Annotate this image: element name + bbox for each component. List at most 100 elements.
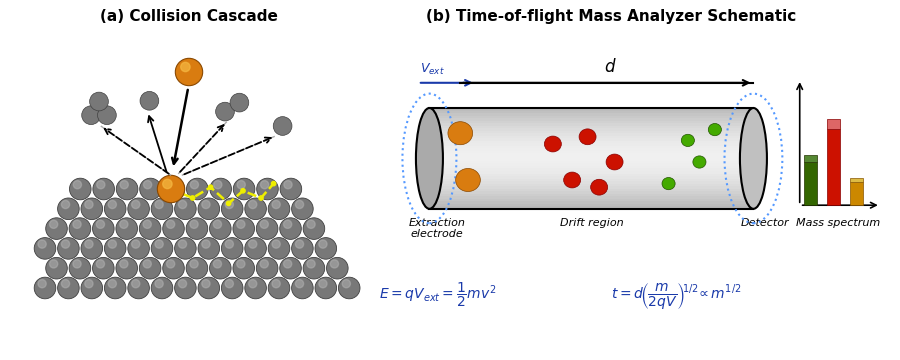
Circle shape bbox=[166, 181, 176, 189]
Bar bbox=[429, 111, 753, 113]
Bar bbox=[429, 108, 753, 111]
Circle shape bbox=[272, 280, 280, 288]
Bar bbox=[429, 158, 753, 161]
Circle shape bbox=[455, 168, 481, 192]
Circle shape bbox=[104, 198, 126, 220]
Circle shape bbox=[96, 181, 105, 189]
Circle shape bbox=[120, 260, 128, 268]
Bar bbox=[429, 191, 753, 194]
Circle shape bbox=[61, 201, 69, 208]
Circle shape bbox=[342, 280, 350, 288]
Circle shape bbox=[284, 260, 292, 268]
Circle shape bbox=[96, 260, 104, 268]
Circle shape bbox=[158, 175, 184, 203]
Circle shape bbox=[81, 277, 103, 299]
Circle shape bbox=[708, 123, 722, 136]
Circle shape bbox=[307, 260, 315, 268]
Bar bbox=[429, 128, 753, 131]
Circle shape bbox=[280, 178, 302, 200]
Circle shape bbox=[61, 240, 69, 248]
Circle shape bbox=[97, 106, 116, 125]
Circle shape bbox=[140, 178, 161, 200]
Circle shape bbox=[85, 201, 93, 208]
Circle shape bbox=[237, 260, 245, 268]
Bar bbox=[429, 161, 753, 163]
Circle shape bbox=[50, 260, 58, 268]
Bar bbox=[429, 138, 753, 141]
Text: (b) Time-of-flight Mass Analyzer Schematic: (b) Time-of-flight Mass Analyzer Schemat… bbox=[426, 9, 796, 24]
Bar bbox=[429, 194, 753, 196]
Circle shape bbox=[230, 93, 248, 112]
Circle shape bbox=[155, 280, 163, 288]
Circle shape bbox=[186, 178, 208, 200]
Circle shape bbox=[202, 280, 210, 288]
Circle shape bbox=[213, 181, 222, 189]
Circle shape bbox=[143, 220, 151, 228]
Circle shape bbox=[307, 220, 315, 228]
Circle shape bbox=[93, 218, 114, 239]
Circle shape bbox=[191, 196, 194, 200]
Circle shape bbox=[151, 198, 173, 220]
Circle shape bbox=[175, 277, 196, 299]
Ellipse shape bbox=[416, 108, 443, 209]
Circle shape bbox=[303, 218, 325, 239]
Circle shape bbox=[225, 280, 233, 288]
Circle shape bbox=[93, 178, 114, 200]
Text: $E = qV_{ext} = \dfrac{1}{2}mv^2$: $E = qV_{ext} = \dfrac{1}{2}mv^2$ bbox=[379, 281, 497, 309]
Circle shape bbox=[163, 178, 184, 200]
Bar bbox=[429, 186, 753, 189]
Circle shape bbox=[140, 257, 161, 279]
Circle shape bbox=[175, 198, 196, 220]
Circle shape bbox=[260, 220, 268, 228]
Circle shape bbox=[315, 277, 337, 299]
Circle shape bbox=[178, 201, 186, 208]
Text: $d$: $d$ bbox=[605, 58, 617, 76]
Circle shape bbox=[143, 260, 151, 268]
Circle shape bbox=[178, 280, 186, 288]
Bar bbox=[827, 119, 841, 129]
Circle shape bbox=[210, 257, 231, 279]
Circle shape bbox=[210, 178, 231, 200]
Bar bbox=[850, 178, 863, 182]
Bar bbox=[429, 171, 753, 174]
Bar bbox=[804, 162, 817, 205]
Circle shape bbox=[186, 218, 208, 239]
Bar bbox=[429, 146, 753, 148]
Bar bbox=[429, 131, 753, 133]
Circle shape bbox=[319, 240, 327, 248]
Circle shape bbox=[108, 201, 116, 208]
Circle shape bbox=[221, 277, 243, 299]
Circle shape bbox=[69, 257, 91, 279]
Circle shape bbox=[46, 257, 68, 279]
Circle shape bbox=[213, 260, 221, 268]
Circle shape bbox=[120, 181, 129, 189]
Circle shape bbox=[69, 218, 91, 239]
Circle shape bbox=[225, 240, 233, 248]
Circle shape bbox=[209, 185, 212, 189]
Circle shape bbox=[338, 277, 360, 299]
Circle shape bbox=[259, 196, 263, 200]
Circle shape bbox=[73, 181, 82, 189]
Text: $V_{ext}$: $V_{ext}$ bbox=[419, 62, 445, 77]
Circle shape bbox=[260, 260, 268, 268]
Circle shape bbox=[61, 280, 69, 288]
Circle shape bbox=[58, 198, 79, 220]
Circle shape bbox=[292, 277, 313, 299]
Circle shape bbox=[245, 277, 266, 299]
Circle shape bbox=[176, 58, 202, 86]
Circle shape bbox=[155, 201, 163, 208]
Bar bbox=[429, 196, 753, 199]
Circle shape bbox=[128, 198, 149, 220]
Circle shape bbox=[237, 220, 245, 228]
Bar bbox=[429, 148, 753, 151]
Circle shape bbox=[327, 257, 348, 279]
Circle shape bbox=[284, 220, 292, 228]
Circle shape bbox=[128, 277, 149, 299]
Circle shape bbox=[606, 154, 623, 170]
Bar bbox=[429, 181, 753, 184]
Circle shape bbox=[330, 260, 338, 268]
Circle shape bbox=[166, 260, 175, 268]
Circle shape bbox=[190, 260, 198, 268]
Circle shape bbox=[280, 257, 302, 279]
Circle shape bbox=[140, 218, 161, 239]
